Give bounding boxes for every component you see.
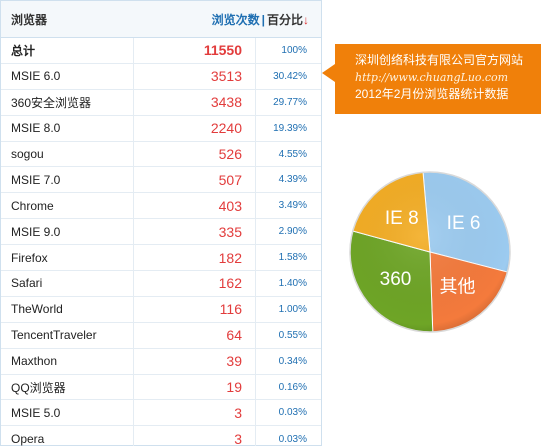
browser-column-header: 浏览器 [11,12,48,27]
table-row: MSIE 8.0 2240 19.39% [1,115,321,142]
browser-name: TencentTraveler [1,322,134,348]
browser-name: 360安全浏览器 [1,89,134,115]
visit-percent: 29.77% [273,96,307,108]
visit-percent: 30.42% [273,70,307,82]
visit-count: 19 [134,374,256,400]
visit-count: 64 [134,322,256,348]
browser-name: MSIE 9.0 [1,219,134,245]
browser-name: Chrome [1,193,134,219]
visit-percent: 1.00% [278,303,307,315]
visit-percent: 0.55% [278,329,307,341]
header-separator: | [261,12,265,27]
visit-percent: 4.39% [278,174,307,186]
visit-count: 2240 [134,115,256,141]
browser-name: Firefox [1,245,134,271]
browser-name: sogou [1,141,134,167]
visit-percent: 4.55% [278,148,307,160]
browser-name: MSIE 7.0 [1,167,134,193]
browser-name: Maxthon [1,348,134,374]
visit-percent: 2.90% [278,226,307,238]
table-row: MSIE 6.0 3513 30.42% [1,63,321,90]
table-row: sogou 526 4.55% [1,141,321,168]
table-row: MSIE 7.0 507 4.39% [1,167,321,194]
visit-count: 116 [134,296,256,322]
website-url[interactable]: http://www.chuangLuo.com [355,71,509,84]
total-count: 11550 [134,38,256,63]
visit-count: 3438 [134,89,256,115]
sort-header: 浏览次数 | 百分比↓ [134,11,321,28]
pie-slice-label: IE 8 [385,208,419,229]
visit-count: 507 [134,167,256,193]
table-row: MSIE 9.0 335 2.90% [1,219,321,246]
callout-pointer [322,64,335,82]
browser-name: MSIE 8.0 [1,115,134,141]
table-row: QQ浏览器 19 0.16% [1,374,321,401]
browser-name: Opera [1,426,134,446]
pie-slice-label: 其他 [440,276,476,296]
total-label: 总计 [1,38,134,63]
info-callout: 深圳创络科技有限公司官方网站 http://www.chuangLuo.com … [335,44,541,114]
stats-caption: 2012年2月份浏览器统计数据 [355,87,509,101]
table-row: TheWorld 116 1.00% [1,296,321,323]
company-name: 深圳创络科技有限公司官方网站 [355,53,524,67]
browser-name: MSIE 6.0 [1,63,134,89]
table-header: 浏览器 浏览次数 | 百分比↓ [1,1,321,38]
visit-count: 182 [134,245,256,271]
visit-percent: 1.58% [278,252,307,264]
visit-percent: 19.39% [273,122,307,134]
visit-count: 39 [134,348,256,374]
visit-count: 162 [134,271,256,296]
visit-count: 3513 [134,63,256,89]
visit-count: 3 [134,400,256,426]
table-row: Opera 3 0.03% [1,426,321,446]
table-row: Chrome 403 3.49% [1,193,321,220]
visit-percent: 1.40% [278,277,307,289]
browser-name: TheWorld [1,296,134,322]
visit-percent: 3.49% [278,200,307,212]
browser-name: Safari [1,271,134,296]
table-row: TencentTraveler 64 0.55% [1,322,321,349]
visit-percent: 0.34% [278,355,307,367]
sort-arrow-icon[interactable]: ↓ [303,12,309,27]
browser-stats-table: 浏览器 浏览次数 | 百分比↓ 总计 11550 100% MSIE 6.0 3513… [0,0,322,446]
sort-by-visits-link[interactable]: 浏览次数 [211,12,260,27]
browser-share-pie-chart: IE 6 其他 360 IE 8 [348,170,512,334]
visit-percent: 0.03% [278,433,307,445]
table-row: 360安全浏览器 3438 29.77% [1,89,321,116]
visit-count: 526 [134,141,256,167]
pie-slice-label: IE 6 [447,213,481,234]
pie-slice-label: 360 [380,269,412,290]
browser-name: QQ浏览器 [1,374,134,400]
table-row: Firefox 182 1.58% [1,245,321,272]
total-percent: 100% [281,44,307,56]
pie-rim [349,171,511,333]
visit-percent: 0.03% [278,407,307,419]
table-row: Safari 162 1.40% [1,271,321,297]
visit-count: 3 [134,426,256,446]
sort-by-percent-link[interactable]: 百分比 [266,12,303,27]
table-row: Maxthon 39 0.34% [1,348,321,375]
pie-chart-svg: IE 6 其他 360 IE 8 [349,171,511,333]
visit-count: 403 [134,193,256,219]
table-row: MSIE 5.0 3 0.03% [1,400,321,427]
visit-percent: 0.16% [278,381,307,393]
browser-name: MSIE 5.0 [1,400,134,426]
total-row: 总计 11550 100% [1,38,321,64]
visit-count: 335 [134,219,256,245]
